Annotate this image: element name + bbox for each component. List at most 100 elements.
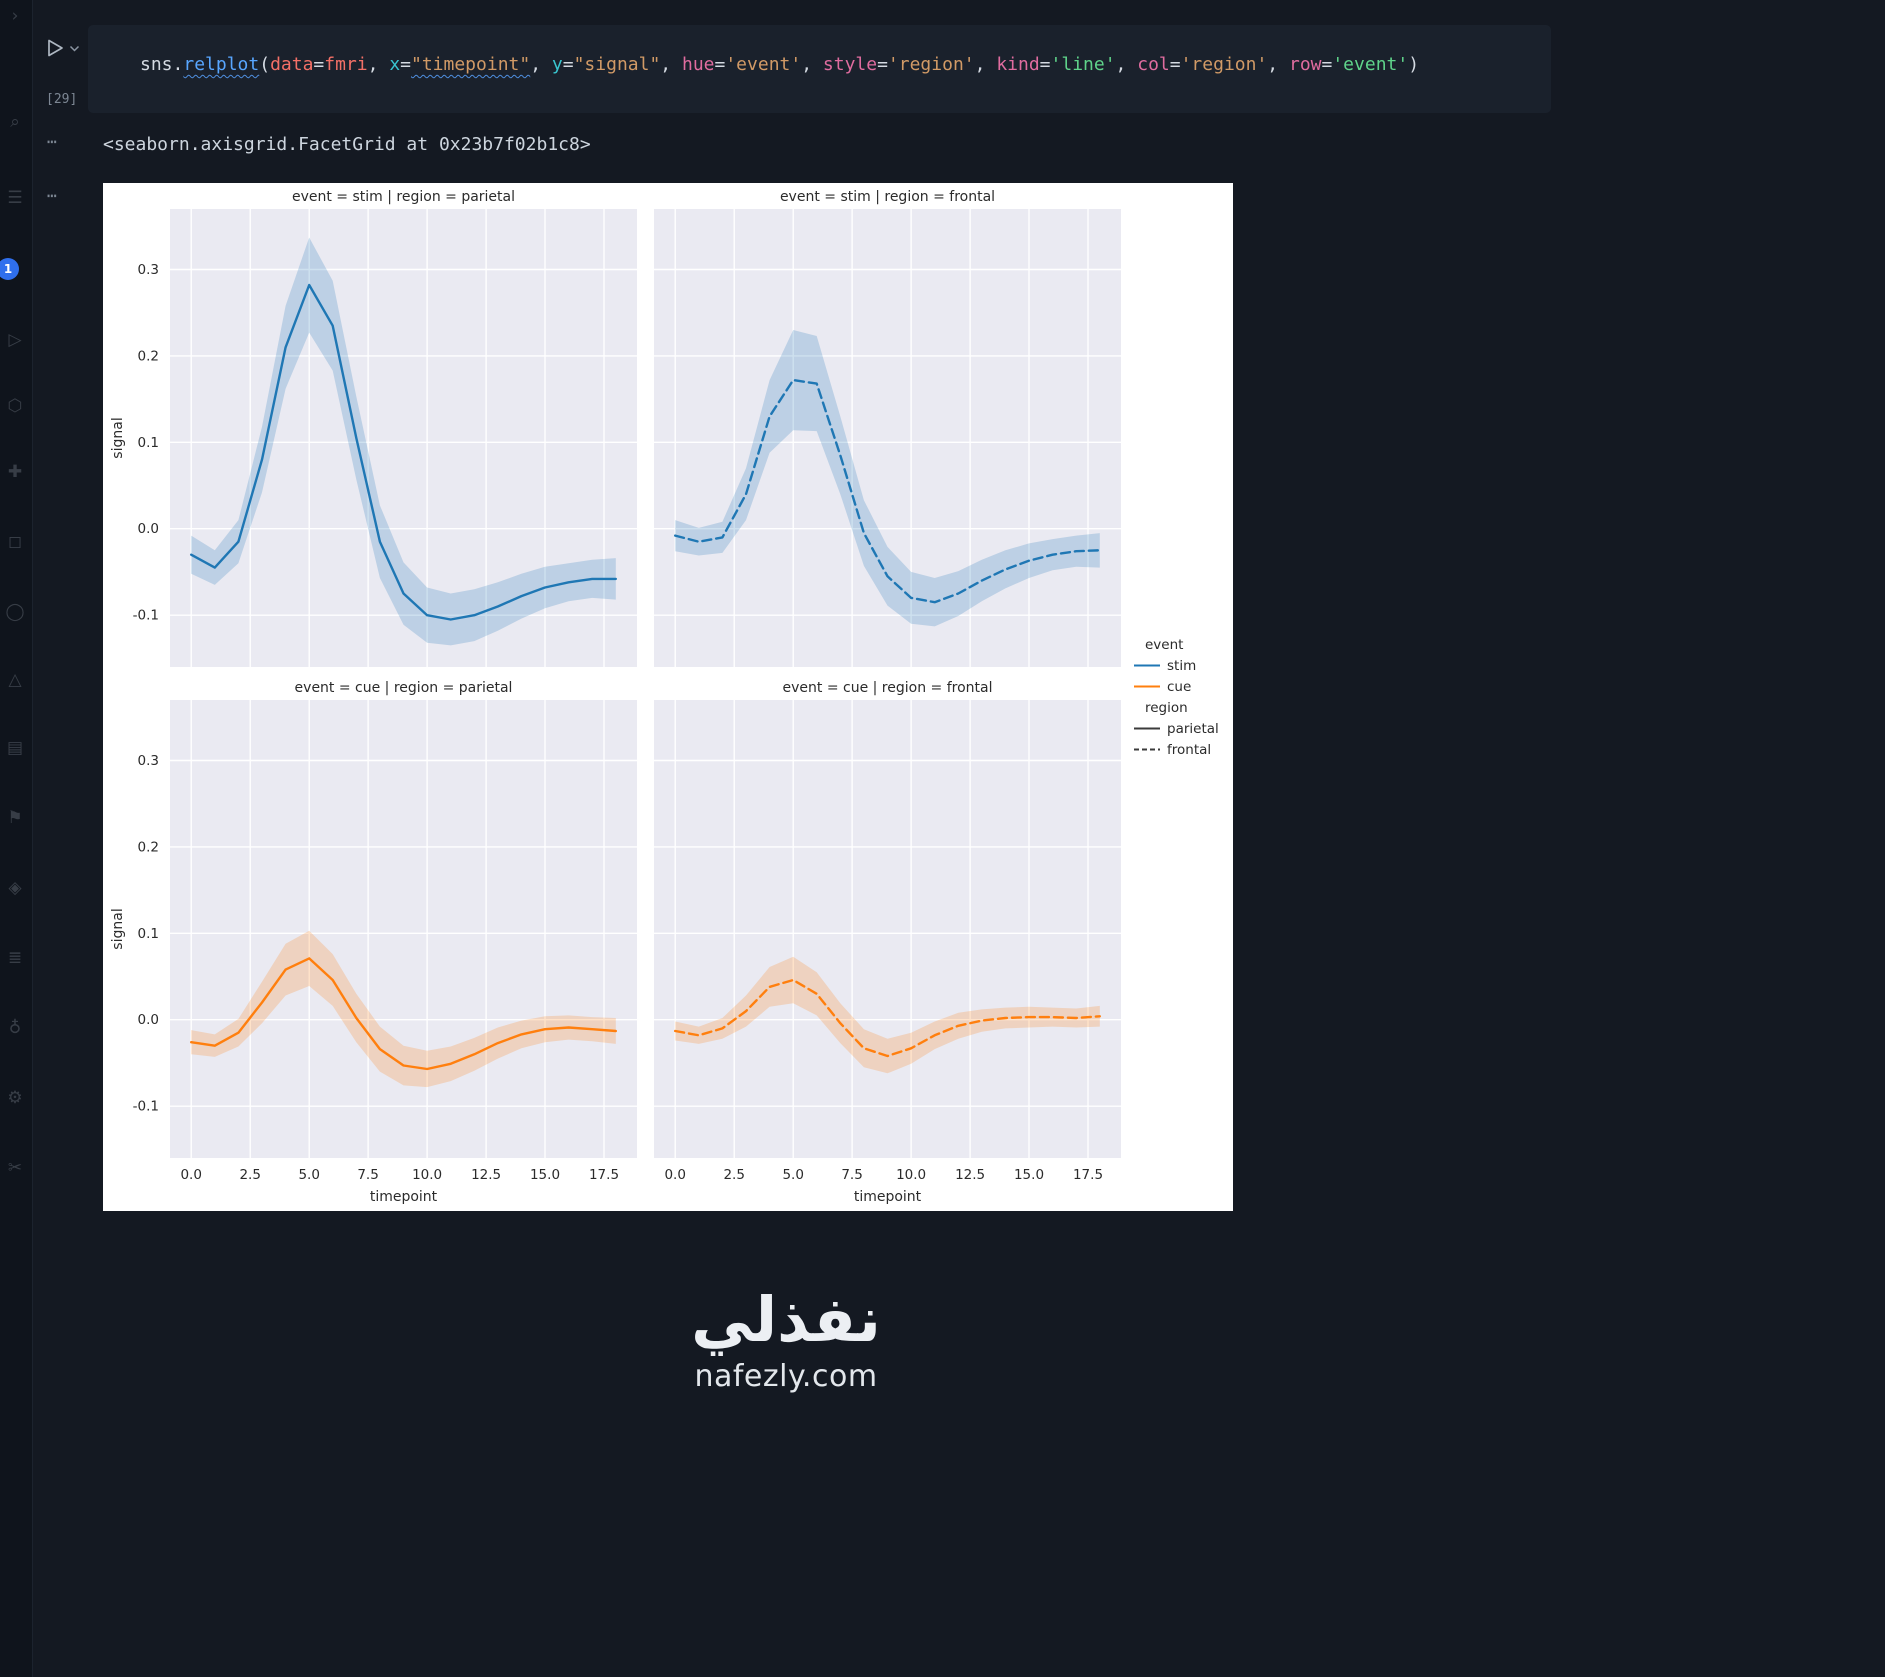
legend-entry-label: cue — [1167, 679, 1191, 695]
series-line — [674, 978, 1101, 1058]
y-tick-label: 0.2 — [138, 348, 159, 364]
code-token: = — [1321, 54, 1333, 75]
activity-bar-icon-13[interactable]: ≣ — [7, 948, 23, 968]
x-tick-label: 12.5 — [471, 1167, 501, 1183]
x-axis-label: timepoint — [854, 1189, 922, 1205]
confidence-band — [191, 237, 616, 646]
x-tick-label: 5.0 — [782, 1167, 803, 1183]
activity-bar: 1 › ⌕ ☰ ▷ ⬡ ✚ ◻ ◯ △ ▤ ⚑ ◈ ≣ ♁ ⚙ ✂ — [0, 0, 33, 1677]
code-token: , — [367, 54, 390, 75]
chevron-down-icon — [69, 36, 80, 64]
activity-bar-icon-6[interactable]: ✚ — [7, 462, 23, 482]
code-token: , — [1267, 54, 1289, 75]
legend-entry-label: parietal — [1167, 721, 1219, 737]
notification-badge: 1 — [0, 258, 19, 280]
confidence-band — [191, 930, 616, 1088]
facet-panel — [654, 209, 1121, 667]
play-icon — [44, 36, 66, 64]
code-token: = — [1039, 54, 1051, 75]
code-token: "timepoint" — [411, 54, 531, 75]
facet-panel — [654, 700, 1121, 1158]
facet-panel — [170, 700, 637, 1158]
code-token: , — [660, 54, 682, 75]
y-tick-label: 0.2 — [138, 839, 159, 855]
code-token: = — [562, 54, 574, 75]
code-token: ) — [1408, 54, 1420, 75]
y-tick-label: -0.1 — [133, 608, 159, 624]
x-tick-label: 10.0 — [896, 1167, 926, 1183]
legend-group-title: region — [1145, 700, 1188, 716]
x-tick-label: 15.0 — [530, 1167, 560, 1183]
legend-group-title: event — [1145, 637, 1183, 653]
y-tick-label: 0.0 — [138, 521, 159, 537]
code-token: = — [877, 54, 888, 75]
facet-title: event = stim | region = frontal — [780, 189, 995, 205]
code-token: kind — [996, 54, 1040, 75]
x-tick-label: 10.0 — [412, 1167, 442, 1183]
y-tick-label: 0.1 — [138, 435, 159, 451]
series-line — [674, 378, 1101, 604]
code-token: fmri — [324, 54, 368, 75]
code-token: , — [974, 54, 997, 75]
code-token: "signal" — [573, 54, 661, 75]
facet-title: event = stim | region = parietal — [292, 189, 515, 205]
code-token: col — [1137, 54, 1170, 75]
activity-bar-icon-5[interactable]: ⬡ — [7, 396, 23, 416]
y-axis-label: signal — [110, 908, 126, 949]
x-tick-label: 17.5 — [589, 1167, 619, 1183]
code-token: 'event' — [725, 54, 802, 75]
activity-bar-icon-12[interactable]: ◈ — [8, 878, 22, 898]
cell-actions-ellipsis-icon-2[interactable]: ⋯ — [47, 186, 58, 205]
activity-bar-icon-11[interactable]: ⚑ — [7, 808, 23, 828]
activity-bar-icon-3[interactable]: ☰ — [7, 188, 23, 208]
facet-title: event = cue | region = parietal — [295, 680, 513, 696]
code-line[interactable]: sns.relplot(data=fmri, x="timepoint", y=… — [140, 54, 1419, 75]
code-token: x — [389, 54, 401, 75]
activity-bar-icon-9[interactable]: △ — [8, 670, 22, 690]
x-tick-label: 2.5 — [723, 1167, 744, 1183]
activity-bar-icon-10[interactable]: ▤ — [6, 738, 24, 758]
activity-bar-icon-2[interactable]: ⌕ — [10, 112, 20, 132]
confidence-band — [675, 330, 1100, 627]
code-token: . — [172, 54, 184, 75]
y-axis-label: signal — [110, 417, 126, 458]
code-token: , — [530, 54, 552, 75]
code-cell[interactable]: sns.relplot(data=fmri, x="timepoint", y=… — [88, 25, 1551, 113]
x-tick-label: 12.5 — [955, 1167, 985, 1183]
x-tick-label: 2.5 — [239, 1167, 260, 1183]
code-token: hue — [681, 54, 715, 75]
code-token: 'line' — [1050, 54, 1116, 75]
activity-bar-icon-8[interactable]: ◯ — [5, 602, 25, 622]
cell-actions-ellipsis-icon[interactable]: ⋯ — [47, 132, 58, 151]
code-token: , — [1115, 54, 1138, 75]
code-token: 'event' — [1332, 54, 1409, 75]
facetgrid-figure-output: event = stim | region = parietal event = … — [103, 183, 1233, 1211]
execution-count: [29] — [46, 92, 78, 107]
code-token: 'region' — [887, 54, 975, 75]
run-cell-button[interactable] — [44, 36, 80, 64]
activity-bar-icon-14[interactable]: ♁ — [8, 1018, 22, 1038]
activity-bar-icon-4[interactable]: ▷ — [8, 330, 22, 350]
code-token: row — [1288, 54, 1322, 75]
series-line — [189, 957, 617, 1071]
legend-entry-label: frontal — [1167, 742, 1211, 758]
watermark-title: نفذلي — [691, 1283, 881, 1356]
x-tick-label: 5.0 — [298, 1167, 319, 1183]
activity-bar-icon-7[interactable]: ◻ — [7, 532, 23, 552]
activity-bar-icon-1[interactable]: › — [11, 6, 19, 26]
code-token: sns — [140, 54, 173, 75]
code-token: style — [822, 54, 878, 75]
code-token: = — [400, 54, 411, 75]
cell-output-repr: <seaborn.axisgrid.FacetGrid at 0x23b7f02… — [103, 134, 591, 155]
activity-bar-icon-15[interactable]: ⚙ — [7, 1088, 23, 1108]
code-token: = — [1169, 54, 1181, 75]
x-tick-label: 7.5 — [357, 1167, 378, 1183]
x-tick-label: 15.0 — [1014, 1167, 1044, 1183]
facetgrid-chart: event = stim | region = parietal event = … — [110, 189, 1219, 1205]
y-tick-label: 0.1 — [138, 926, 159, 942]
confidence-band — [675, 956, 1100, 1074]
activity-bar-icon-16[interactable]: ✂ — [7, 1158, 23, 1178]
code-token: ( — [259, 54, 271, 75]
y-tick-label: -0.1 — [133, 1099, 159, 1115]
